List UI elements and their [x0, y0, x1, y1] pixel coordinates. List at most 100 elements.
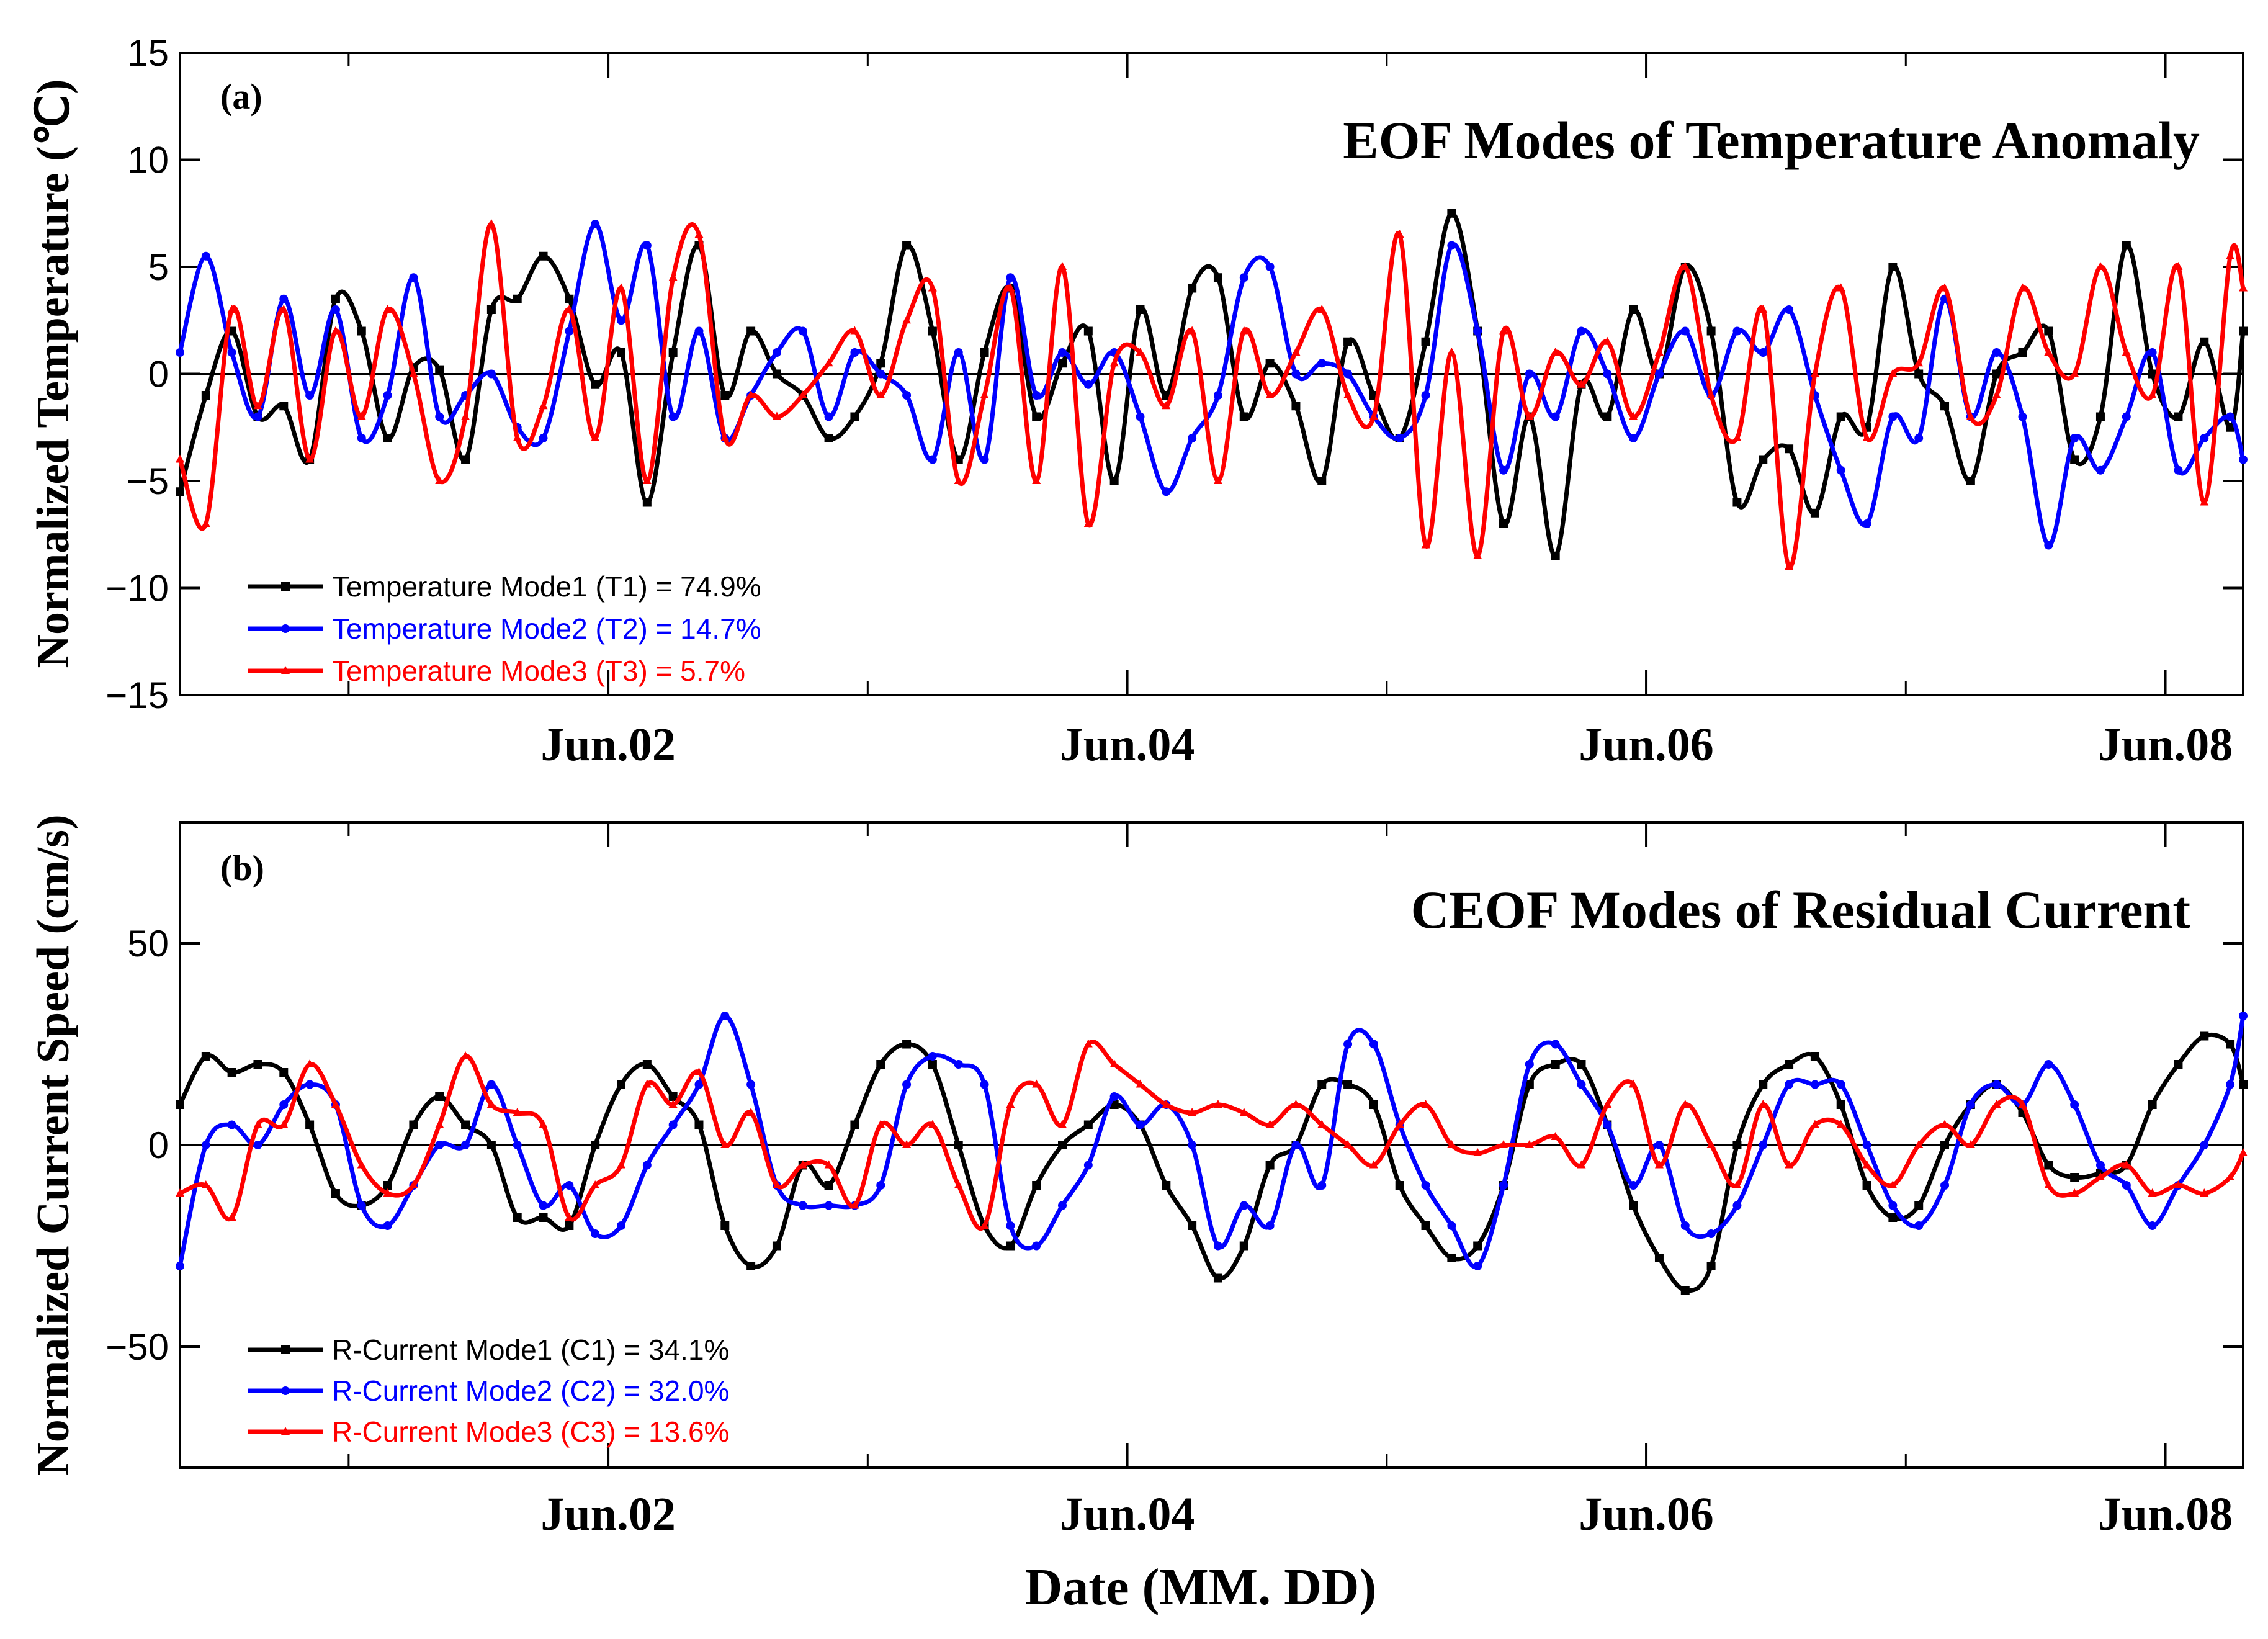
data-point: [876, 390, 885, 398]
data-point: [1759, 1100, 1768, 1108]
data-point: [565, 326, 574, 336]
legend-label: R-Current Mode2 (C2) = 32.0%: [332, 1375, 729, 1407]
data-point: [1188, 1108, 1197, 1116]
data-point: [746, 1080, 756, 1089]
data-point: [1136, 412, 1145, 421]
legend-item: R-Current Mode3 (C3) = 13.6%: [248, 1416, 729, 1448]
data-point: [1006, 1100, 1015, 1108]
data-point: [617, 1160, 626, 1169]
data-point: [850, 326, 859, 335]
data-point: [1239, 326, 1248, 335]
data-point: [1785, 305, 1794, 314]
data-point: [1239, 1241, 1248, 1251]
data-point: [1083, 519, 1093, 527]
series-3: [176, 219, 2248, 570]
data-point: [2226, 251, 2235, 259]
data-point: [1654, 1254, 1664, 1262]
data-point: [591, 1229, 600, 1238]
data-point: [227, 1120, 236, 1129]
data-point: [1810, 1120, 1819, 1128]
x-tick-label: Jun.06: [1579, 1488, 1714, 1540]
data-point: [1629, 411, 1638, 420]
current-ceof-panel: (b) CEOF Modes of Residual Current Norma…: [28, 814, 2248, 1540]
data-point: [1213, 273, 1222, 282]
data-point: [486, 1100, 496, 1108]
data-point: [1836, 1120, 1845, 1128]
data-point: [1551, 348, 1560, 356]
data-point: [1499, 326, 1508, 335]
series-layer: [176, 209, 2248, 570]
data-point: [1343, 390, 1353, 398]
data-point: [1447, 1254, 1456, 1262]
chart-title: EOF Modes of Temperature Anomaly: [1343, 110, 2200, 170]
panel-label: (a): [220, 76, 262, 117]
data-point: [902, 1140, 912, 1148]
data-point: [176, 454, 184, 463]
data-point: [1914, 1140, 1924, 1148]
data-point: [1940, 402, 1950, 411]
data-point: [1265, 390, 1275, 398]
data-point: [1317, 477, 1327, 485]
data-point: [980, 1080, 989, 1089]
data-point: [1447, 241, 1456, 250]
data-point: [2122, 241, 2131, 250]
data-point: [1083, 326, 1093, 336]
data-point: [1032, 412, 1041, 421]
data-point: [357, 1201, 366, 1210]
data-point: [2044, 541, 2053, 550]
y-tick-label: 0: [148, 1125, 169, 1166]
data-point: [1291, 348, 1301, 356]
data-point: [1343, 337, 1353, 346]
data-point: [1654, 348, 1664, 356]
data-point: [1862, 1141, 1871, 1149]
data-point: [227, 1213, 236, 1221]
data-point: [2018, 412, 2027, 421]
data-point: [1265, 1221, 1275, 1230]
data-point: [201, 391, 210, 400]
y-axis-label: Normalized Temperature (℃): [28, 79, 79, 668]
data-point: [227, 305, 236, 313]
data-point: [1473, 1241, 1482, 1251]
data-point: [201, 1180, 210, 1188]
y-tick-label: −10: [105, 568, 169, 609]
data-point: [876, 1060, 885, 1069]
data-point: [2226, 1172, 2235, 1180]
data-point: [1188, 284, 1197, 293]
x-tick-label: Jun.06: [1579, 719, 1714, 771]
y-tick-label: −5: [127, 460, 169, 502]
data-point: [772, 1241, 781, 1251]
data-point: [1577, 1160, 1586, 1169]
data-point: [928, 455, 937, 464]
data-point: [642, 1060, 652, 1069]
data-point: [1136, 1120, 1145, 1129]
series-2: [176, 1012, 2248, 1270]
data-point: [279, 1120, 289, 1128]
data-point: [1759, 348, 1768, 357]
data-point: [2095, 412, 2105, 421]
data-point: [694, 1067, 704, 1075]
data-point: [720, 391, 730, 400]
data-point: [668, 1120, 678, 1129]
data-point: [980, 455, 989, 464]
data-point: [1447, 209, 1456, 218]
data-point: [1992, 369, 2001, 379]
data-point: [176, 1262, 184, 1270]
data-point: [1006, 283, 1015, 292]
data-point: [1629, 1201, 1638, 1210]
data-point: [1888, 1213, 1898, 1222]
data-point: [1291, 369, 1301, 379]
data-point: [1785, 1160, 1794, 1169]
data-point: [1317, 1181, 1327, 1190]
data-point: [1447, 1221, 1456, 1230]
data-point: [176, 1100, 184, 1109]
data-point: [2095, 1161, 2105, 1170]
data-point: [1551, 412, 1560, 421]
data-point: [1603, 1100, 1612, 1108]
data-point: [1343, 1140, 1353, 1148]
data-point: [617, 283, 626, 292]
data-point: [435, 1141, 444, 1149]
data-point: [305, 1059, 315, 1067]
data-point: [539, 434, 548, 442]
data-point: [902, 315, 912, 324]
data-point: [694, 326, 704, 336]
